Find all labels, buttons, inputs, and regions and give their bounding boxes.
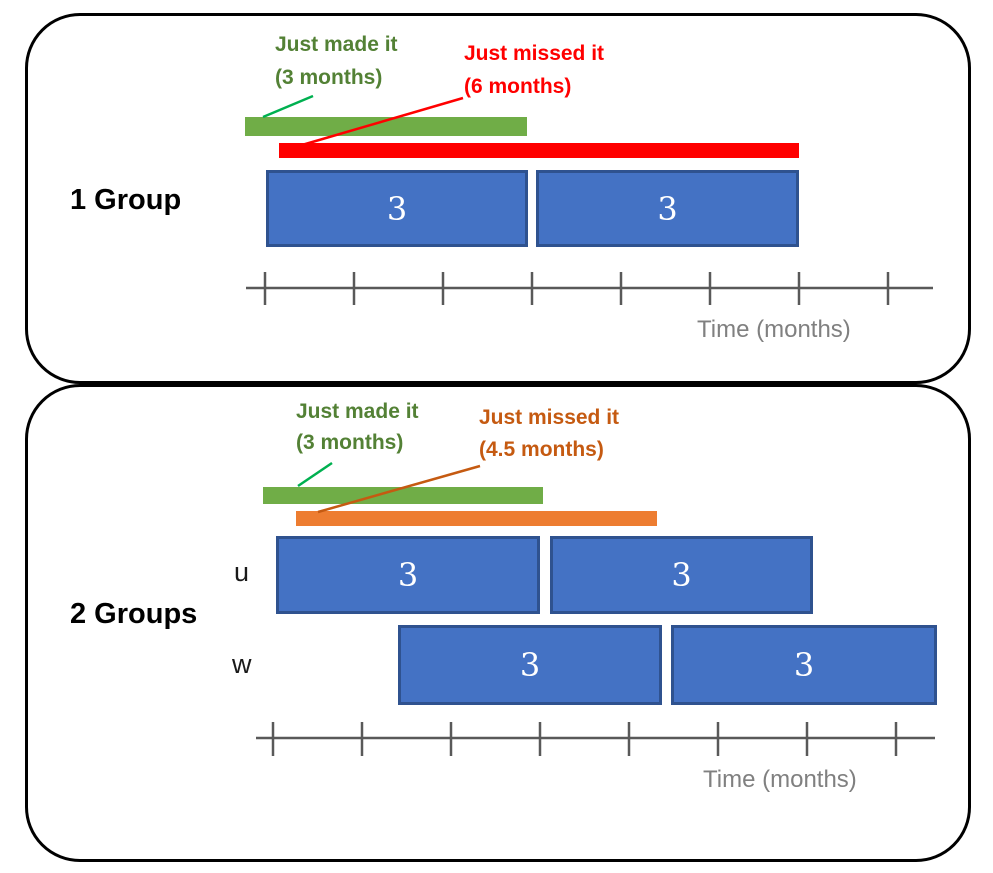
missed-it-label-line1: Just missed it — [479, 406, 620, 429]
interval-box: 3 — [536, 170, 799, 247]
missed-it-bar — [279, 143, 799, 158]
missed-it-label-line2: (4.5 months) — [479, 438, 604, 461]
interval-box: 3 — [398, 625, 662, 705]
made-it-label-line2: (3 months) — [275, 66, 383, 89]
missed-it-label-line1: Just missed it — [464, 42, 605, 65]
made-it-bar — [263, 487, 543, 504]
missed-it-label-line2: (6 months) — [464, 75, 572, 98]
time-axis-label: Time (months) — [697, 316, 851, 343]
panel-one-group-title: 1 Group — [70, 184, 182, 216]
made-it-label-line1: Just made it — [275, 33, 398, 56]
row-label-w: w — [232, 649, 252, 679]
interval-box: 3 — [276, 536, 540, 614]
made-it-bar — [245, 117, 527, 136]
row-label-u: u — [234, 557, 250, 587]
panel-two-groups-outline — [25, 384, 971, 862]
interval-box: 3 — [550, 536, 813, 614]
interval-box: 3 — [671, 625, 937, 705]
time-axis-label: Time (months) — [703, 766, 857, 793]
panel-one-group-outline — [25, 13, 971, 384]
made-it-label-line1: Just made it — [296, 400, 419, 423]
panel-two-groups-title: 2 Groups — [70, 598, 198, 630]
missed-it-bar — [296, 511, 657, 526]
interval-box: 3 — [266, 170, 528, 247]
made-it-label-line2: (3 months) — [296, 431, 404, 454]
